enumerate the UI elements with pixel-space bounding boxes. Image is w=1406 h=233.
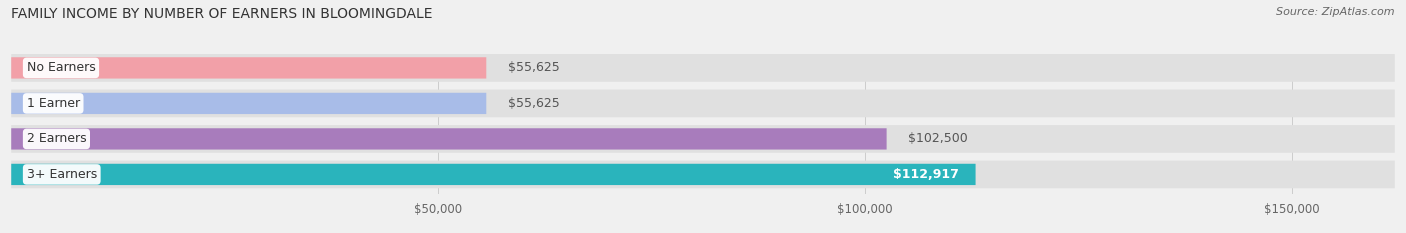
- Text: $55,625: $55,625: [508, 62, 560, 74]
- FancyBboxPatch shape: [11, 93, 486, 114]
- Text: $102,500: $102,500: [908, 132, 967, 145]
- FancyBboxPatch shape: [11, 54, 1395, 82]
- FancyBboxPatch shape: [11, 164, 976, 185]
- Text: FAMILY INCOME BY NUMBER OF EARNERS IN BLOOMINGDALE: FAMILY INCOME BY NUMBER OF EARNERS IN BL…: [11, 7, 433, 21]
- FancyBboxPatch shape: [11, 161, 1395, 188]
- FancyBboxPatch shape: [11, 57, 486, 79]
- FancyBboxPatch shape: [11, 89, 1395, 117]
- Text: 3+ Earners: 3+ Earners: [27, 168, 97, 181]
- Text: Source: ZipAtlas.com: Source: ZipAtlas.com: [1277, 7, 1395, 17]
- Text: 2 Earners: 2 Earners: [27, 132, 86, 145]
- FancyBboxPatch shape: [11, 128, 887, 150]
- Text: No Earners: No Earners: [27, 62, 96, 74]
- Text: $112,917: $112,917: [893, 168, 959, 181]
- Text: $55,625: $55,625: [508, 97, 560, 110]
- Text: 1 Earner: 1 Earner: [27, 97, 80, 110]
- FancyBboxPatch shape: [11, 125, 1395, 153]
